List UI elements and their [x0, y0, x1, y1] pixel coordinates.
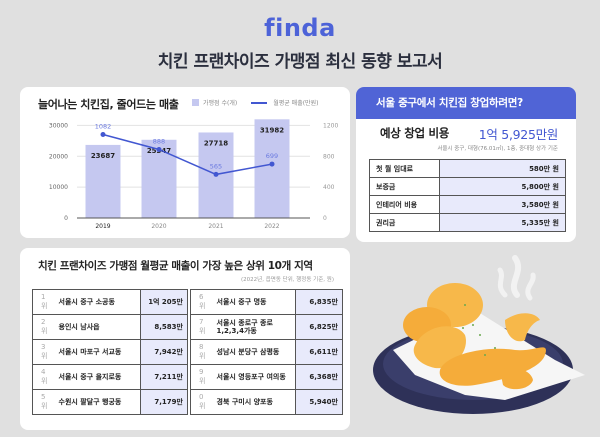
svg-text:2022: 2022 [264, 223, 279, 230]
cost-summary-label: 예상 창업 비용 [380, 126, 450, 140]
cost-value: 5,800만 원 [439, 177, 566, 196]
rank-sales: 1억 205만 [140, 289, 188, 315]
svg-text:30000: 30000 [49, 122, 68, 129]
table-row: 5위 수원시 팔달구 행궁동 7,179만 [32, 389, 188, 415]
rank-number: 8위 [190, 339, 213, 365]
cost-value: 580만 원 [439, 159, 566, 178]
svg-text:699: 699 [266, 152, 278, 160]
line-legend-label: 월평균 매출(만원) [273, 100, 319, 107]
rank-number: 6위 [190, 289, 213, 315]
ranking-note: (2022년, 읍면동 단위, 행정동 기준, 원) [241, 277, 334, 283]
chart-legend: 가맹점 수(개) 월평균 매출(만원) [192, 98, 318, 107]
svg-text:800: 800 [323, 153, 335, 160]
rank-region: 용인시 남사읍 [54, 314, 141, 340]
rank-number: 1위 [32, 289, 55, 315]
table-row: 0위 경북 구미시 양포동 5,940만 [190, 389, 343, 415]
svg-text:2019: 2019 [95, 223, 110, 230]
svg-text:1082: 1082 [95, 123, 112, 131]
rank-region: 수원시 팔달구 행궁동 [54, 389, 141, 415]
rank-sales: 7,942만 [140, 339, 188, 365]
cost-label: 첫 월 임대료 [369, 159, 440, 178]
fried-chicken-plate-icon [373, 255, 585, 414]
svg-text:0: 0 [64, 215, 68, 222]
rank-number: 4위 [32, 364, 55, 390]
startup-cost-card: 서울 중구에서 치킨집 창업하려면? 예상 창업 비용 1억 5,925만원 서… [356, 87, 576, 242]
svg-text:1200: 1200 [323, 122, 338, 129]
cost-label: 보증금 [369, 177, 440, 196]
svg-text:20000: 20000 [49, 153, 68, 160]
cost-card-header: 서울 중구에서 치킨집 창업하려면? [356, 87, 576, 119]
table-row: 9위 서울시 영등포구 여의동 6,368만 [190, 364, 343, 390]
ranking-table-left: 1위 서울시 중구 소공동 1억 205만 2위 용인시 남사읍 8,583만 3위 서울… [32, 289, 188, 415]
cost-label: 권리금 [369, 213, 440, 232]
page-title: 치킨 프랜차이즈 가맹점 최신 동향 보고서 [157, 52, 443, 72]
svg-text:400: 400 [323, 184, 335, 191]
rank-sales: 6,611만 [295, 339, 343, 365]
table-row: 8위 성남시 분당구 삼평동 6,611만 [190, 339, 343, 365]
svg-text:31982: 31982 [260, 126, 284, 134]
table-row: 4위 서울시 중구 을지로동 7,211만 [32, 364, 188, 390]
cost-value: 3,580만 원 [439, 195, 566, 214]
cost-summary: 예상 창업 비용 1억 5,925만원 [356, 119, 576, 144]
rank-sales: 7,211만 [140, 364, 188, 390]
svg-text:565: 565 [210, 162, 222, 170]
chart-card: 늘어나는 치킨집, 줄어드는 매출 가맹점 수(개) 월평균 매출(만원) 0 1… [20, 87, 350, 238]
rank-number: 2위 [32, 314, 55, 340]
table-row: 보증금 5,800만 원 [369, 177, 566, 196]
svg-text:888: 888 [153, 137, 165, 145]
chart-title: 늘어나는 치킨집, 줄어드는 매출 [38, 98, 179, 111]
rank-sales: 6,835만 [295, 289, 343, 315]
ranking-table-right: 6위 서울시 중구 명동 6,835만 7위 서울시 종로구 종로 1,2,3,4가동… [190, 289, 343, 415]
svg-text:10000: 10000 [49, 184, 68, 191]
table-row: 7위 서울시 종로구 종로 1,2,3,4가동 6,825만 [190, 314, 343, 340]
rank-sales: 8,583만 [140, 314, 188, 340]
rank-region: 경북 구미시 양포동 [212, 389, 296, 415]
cost-value: 5,335만 원 [439, 213, 566, 232]
cost-label: 인테리어 비용 [369, 195, 440, 214]
rank-region: 서울시 마포구 서교동 [54, 339, 141, 365]
rank-sales: 7,179만 [140, 389, 188, 415]
rank-sales: 6,368만 [295, 364, 343, 390]
cost-breakdown-table: 첫 월 임대료 580만 원 보증금 5,800만 원 인테리어 비용 3,58… [369, 159, 566, 232]
cost-summary-value: 1억 5,925만원 [478, 127, 559, 142]
rank-region: 성남시 분당구 삼평동 [212, 339, 296, 365]
rank-number: 7위 [190, 314, 213, 340]
svg-text:23687: 23687 [91, 152, 115, 160]
table-row: 1위 서울시 중구 소공동 1억 205만 [32, 289, 188, 315]
cost-note: 서울시 중구, 대형(76.01㎡), 1층, 중대형 상가 기준 [437, 146, 558, 152]
rank-region: 서울시 종로구 종로 1,2,3,4가동 [212, 314, 296, 340]
finda-logo: finda [264, 14, 336, 42]
rank-sales: 6,825만 [295, 314, 343, 340]
svg-text:27718: 27718 [204, 139, 228, 147]
rank-region: 서울시 중구 명동 [212, 289, 296, 315]
rank-number: 0위 [190, 389, 213, 415]
table-row: 첫 월 임대료 580만 원 [369, 159, 566, 178]
svg-text:2021: 2021 [208, 223, 223, 230]
rank-sales: 5,940만 [295, 389, 343, 415]
table-row: 6위 서울시 중구 명동 6,835만 [190, 289, 343, 315]
ranking-card: 치킨 프랜차이즈 가맹점 월평균 매출이 가장 높은 상위 10개 지역 (20… [20, 248, 350, 430]
rank-region: 서울시 중구 소공동 [54, 289, 141, 315]
table-row: 2위 용인시 남사읍 8,583만 [32, 314, 188, 340]
svg-text:0: 0 [323, 215, 327, 222]
combo-chart: 0100002000030000040080012002368720192534… [49, 119, 338, 230]
svg-text:2020: 2020 [151, 223, 166, 230]
rank-region: 서울시 중구 을지로동 [54, 364, 141, 390]
table-row: 3위 서울시 마포구 서교동 7,942만 [32, 339, 188, 365]
rank-region: 서울시 영등포구 여의동 [212, 364, 296, 390]
rank-number: 5위 [32, 389, 55, 415]
rank-number: 3위 [32, 339, 55, 365]
rank-number: 9위 [190, 364, 213, 390]
bar-legend-label: 가맹점 수(개) [203, 100, 238, 107]
bar-legend-swatch [192, 99, 199, 106]
ranking-title: 치킨 프랜차이즈 가맹점 월평균 매출이 가장 높은 상위 10개 지역 [38, 260, 313, 272]
line-legend-swatch [251, 101, 268, 104]
table-row: 권리금 5,335만 원 [369, 213, 566, 232]
table-row: 인테리어 비용 3,580만 원 [369, 195, 566, 214]
